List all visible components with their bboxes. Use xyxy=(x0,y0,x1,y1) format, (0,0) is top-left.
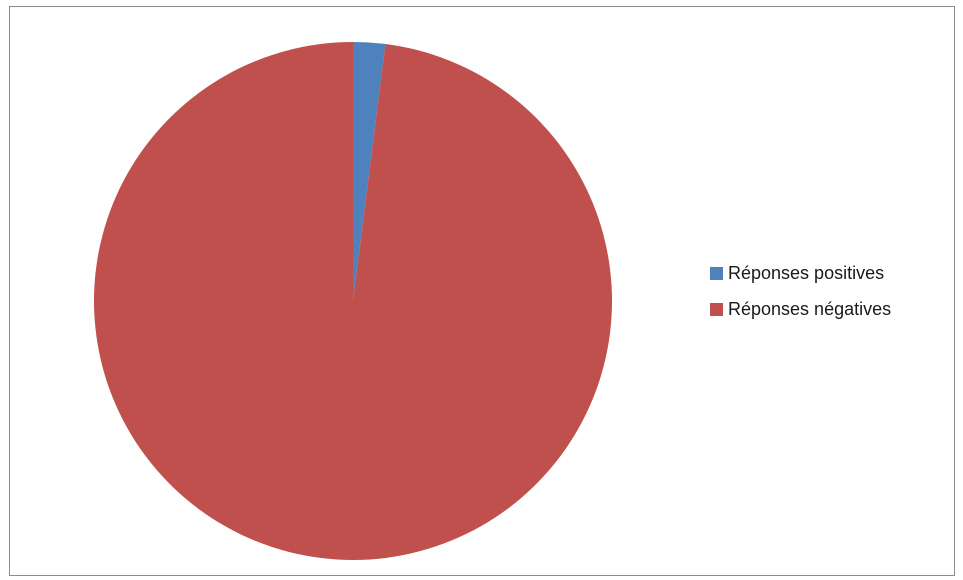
pie-slice-negative xyxy=(94,41,612,560)
legend-item-positive: Réponses positives xyxy=(710,262,891,284)
chart-legend: Réponses positives Réponses négatives xyxy=(710,262,891,334)
legend-label-negative: Réponses négatives xyxy=(728,298,892,319)
legend-swatch-positive xyxy=(710,266,723,280)
pie-slice-positive xyxy=(353,42,386,301)
legend-swatch-negative xyxy=(710,302,723,316)
legend-label-positive: Réponses positives xyxy=(728,262,885,283)
legend-item-negative: Réponses négatives xyxy=(710,298,891,320)
pie-slices xyxy=(94,41,612,560)
